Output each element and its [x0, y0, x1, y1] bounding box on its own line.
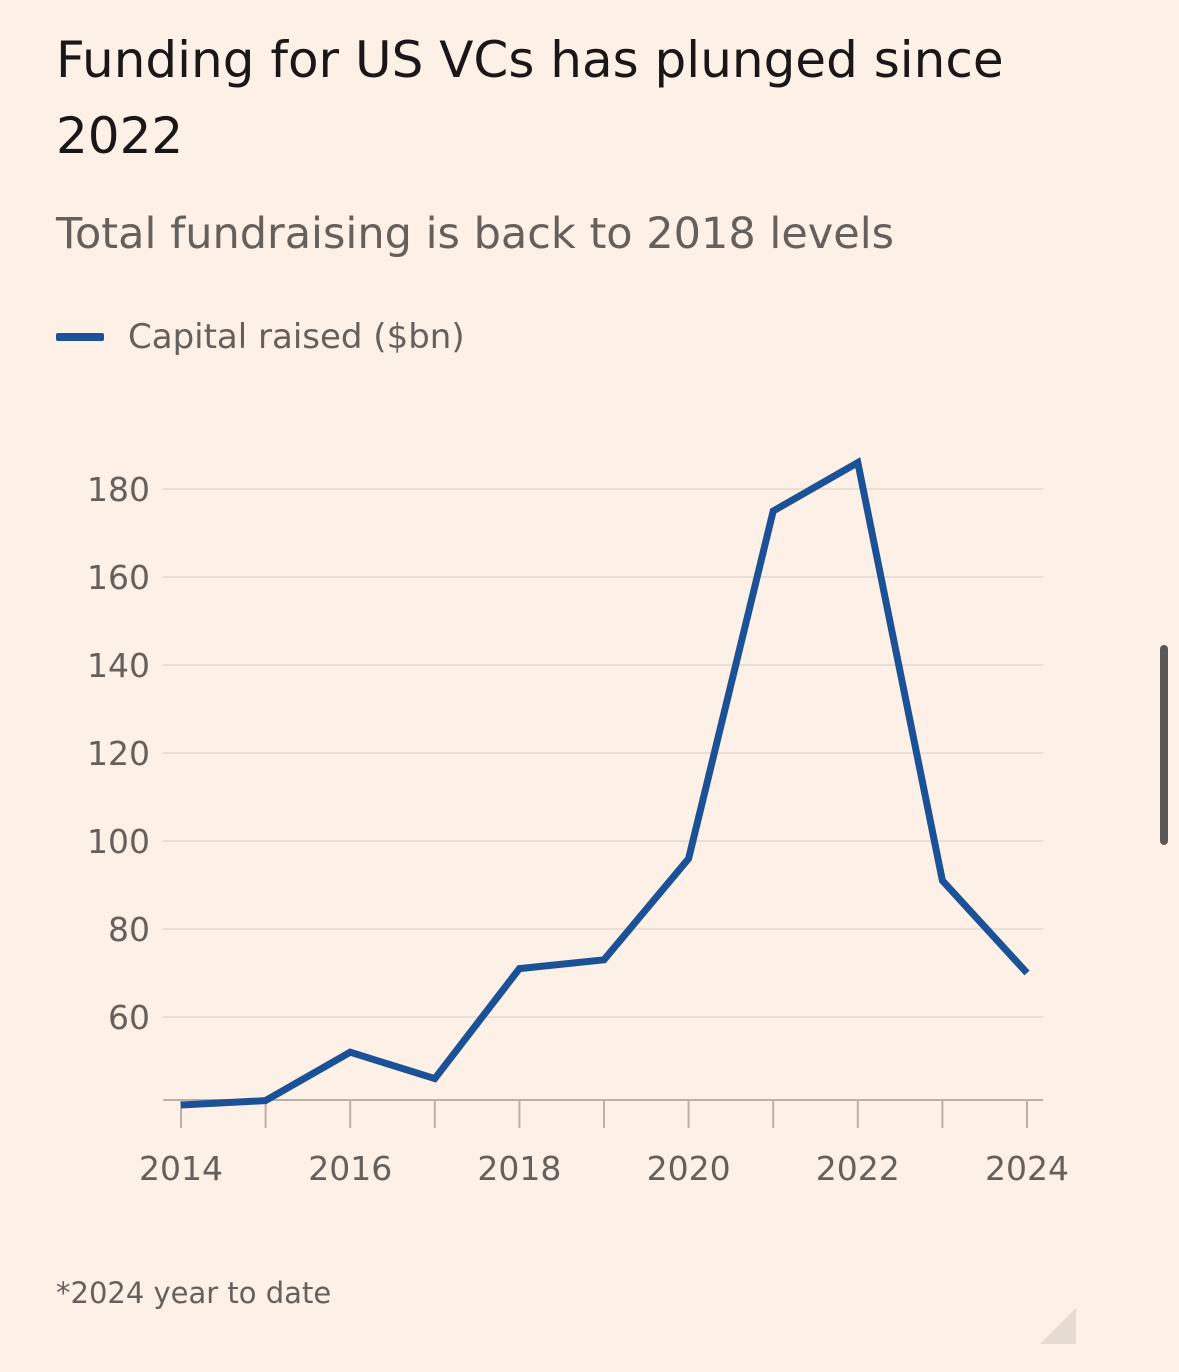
y-tick-label: 160 — [87, 558, 150, 597]
y-tick-label: 180 — [87, 470, 150, 509]
series — [180, 457, 1030, 1109]
scrollbar[interactable] — [1160, 645, 1168, 845]
x-tick-label: 2022 — [816, 1149, 900, 1188]
legend-label: Capital raised ($bn) — [128, 317, 465, 357]
y-tick-label: 80 — [108, 910, 150, 949]
x-tick-label: 2024 — [985, 1149, 1069, 1188]
legend-swatch — [56, 333, 104, 341]
x-tick-label: 2014 — [139, 1149, 223, 1188]
x-tick-label: 2018 — [477, 1149, 561, 1188]
x-tick-label: 2016 — [308, 1149, 392, 1188]
series-line-0 — [180, 457, 1030, 1109]
y-tick-label: 60 — [108, 998, 150, 1037]
chart-title: Funding for US VCs has plunged since 202… — [56, 31, 1004, 165]
y-axis-tick-labels: 60 80 100 120 140 160 180 — [87, 470, 150, 1037]
line-chart: 60 80 100 120 140 160 180 2014 2016 2018 2020 2022… — [87, 457, 1069, 1188]
legend: Capital raised ($bn) — [56, 314, 465, 360]
footnote: *2024 year to date — [56, 1276, 332, 1310]
x-axis-tick-labels: 2014 2016 2018 2020 2022 2024 — [139, 1149, 1069, 1188]
x-tick-label: 2020 — [647, 1149, 731, 1188]
y-tick-label: 140 — [87, 646, 150, 685]
grid-lines — [163, 488, 1043, 1018]
x-axis — [163, 1099, 1043, 1128]
chart-subtitle: Total fundraising is back to 2018 levels — [56, 209, 895, 259]
resize-handle-icon — [1040, 1308, 1076, 1344]
y-tick-label: 100 — [87, 822, 150, 861]
y-tick-label: 120 — [87, 734, 150, 773]
